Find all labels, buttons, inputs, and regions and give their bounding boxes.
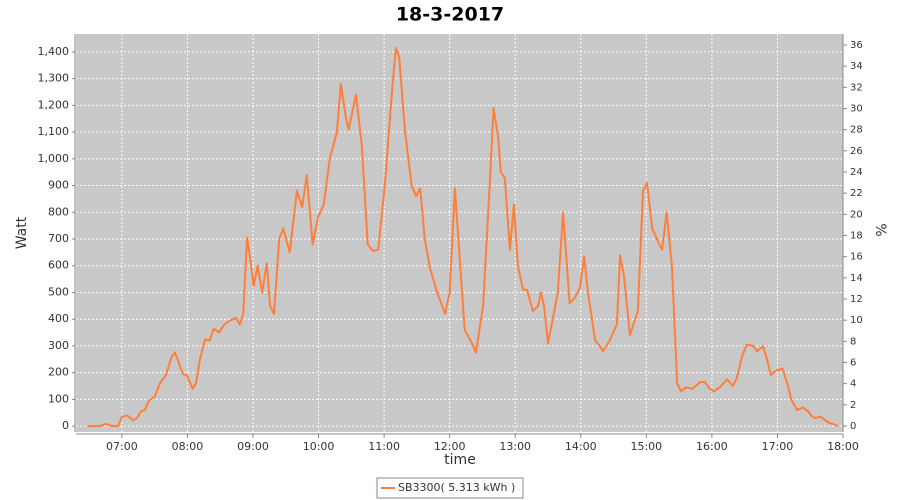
x-tick-label: 12:00 [434,440,466,453]
y2-tick-label: 26 [850,146,863,157]
y2-tick-label: 18 [850,230,863,241]
y-tick-label: 1,100 [38,125,70,138]
y-tick-label: 1,300 [38,72,70,85]
data-line [87,46,839,428]
x-tick-label: 10:00 [303,440,335,453]
y2-tick-label: 36 [850,40,863,51]
y-tick-label: 600 [48,259,69,272]
x-tick-label: 17:00 [762,440,794,453]
y2-tick-label: 20 [850,209,863,220]
x-tick-label: 13:00 [499,440,531,453]
y2-tick-label: 8 [850,336,856,347]
x-tick-label: 18:00 [827,440,859,453]
x-axis-label: time [444,452,476,468]
y2-tick-label: 22 [850,188,863,199]
x-tick-label: 08:00 [172,440,204,453]
y2-tick-label: 10 [850,315,863,326]
y-tick-label: 1,400 [38,45,70,58]
y2-tick-label: 4 [850,379,856,390]
y-tick-label: 700 [48,232,69,245]
plot-area [76,34,843,432]
y-tick-label: 400 [48,312,69,325]
y2-tick-label: 16 [850,252,863,263]
y-tick-label: 800 [48,205,69,218]
y-tick-label: 300 [48,339,69,352]
y-tick-label: 100 [48,392,69,405]
y2-tick-label: 30 [850,103,863,114]
x-tick-label: 09:00 [237,440,269,453]
x-tick-label: 07:00 [106,440,138,453]
chart-title: 18-3-2017 [396,4,504,26]
y-tick-label: 1,200 [38,98,70,111]
x-tick-label: 14:00 [565,440,597,453]
y2-tick-label: 24 [850,167,863,178]
legend-label: SB3300( 5.313 kWh ) [398,481,515,494]
y-tick-label: 0 [62,419,69,432]
y2-tick-label: 32 [850,82,863,93]
x-tick-label: 16:00 [696,440,728,453]
y2-tick-label: 34 [850,61,863,72]
y2-tick-label: 0 [850,421,856,432]
y2-tick-label: 14 [850,273,863,284]
x-tick-label: 15:00 [630,440,662,453]
y-tick-label: 900 [48,179,69,192]
y2-tick-label: 6 [850,357,856,368]
y2-tick-label: 12 [850,294,863,305]
y-tick-label: 500 [48,285,69,298]
y-tick-label: 1,000 [38,152,70,165]
y2-axis-label: % [872,223,888,236]
y2-tick-label: 28 [850,125,863,136]
x-tick-label: 11:00 [368,440,400,453]
y-tick-label: 200 [48,366,69,379]
y2-tick-label: 2 [850,400,856,411]
legend-box [376,477,524,499]
y-axis-label: Watt [14,216,30,249]
